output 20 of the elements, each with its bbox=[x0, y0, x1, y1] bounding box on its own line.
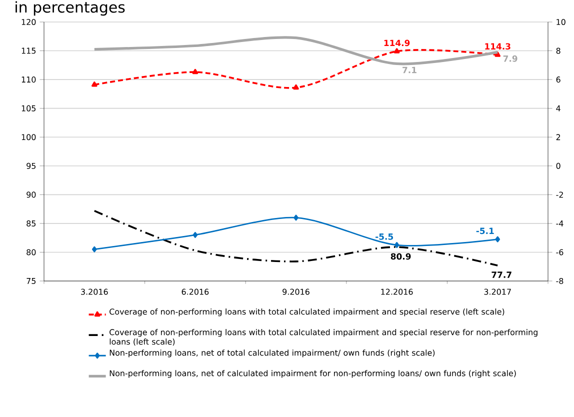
data-label: -5.5 bbox=[376, 234, 394, 240]
data-label: 114.3 bbox=[485, 43, 510, 50]
data-label: 77.7 bbox=[492, 272, 512, 278]
point bbox=[192, 68, 198, 74]
point bbox=[494, 52, 500, 57]
data-label: 80.9 bbox=[390, 253, 411, 260]
point bbox=[394, 242, 400, 248]
point bbox=[192, 232, 198, 238]
point bbox=[92, 82, 98, 87]
point bbox=[92, 246, 97, 252]
data-label: 114.9 bbox=[384, 40, 410, 46]
chart-title: in percentages bbox=[16, 1, 125, 16]
data-label: -5.1 bbox=[476, 228, 494, 234]
point bbox=[394, 48, 400, 54]
point bbox=[495, 236, 500, 242]
point bbox=[293, 84, 299, 90]
data-label: 7.9 bbox=[503, 55, 518, 62]
data-label: 7.1 bbox=[402, 66, 416, 74]
point bbox=[294, 214, 298, 221]
line-series bbox=[94, 210, 499, 266]
